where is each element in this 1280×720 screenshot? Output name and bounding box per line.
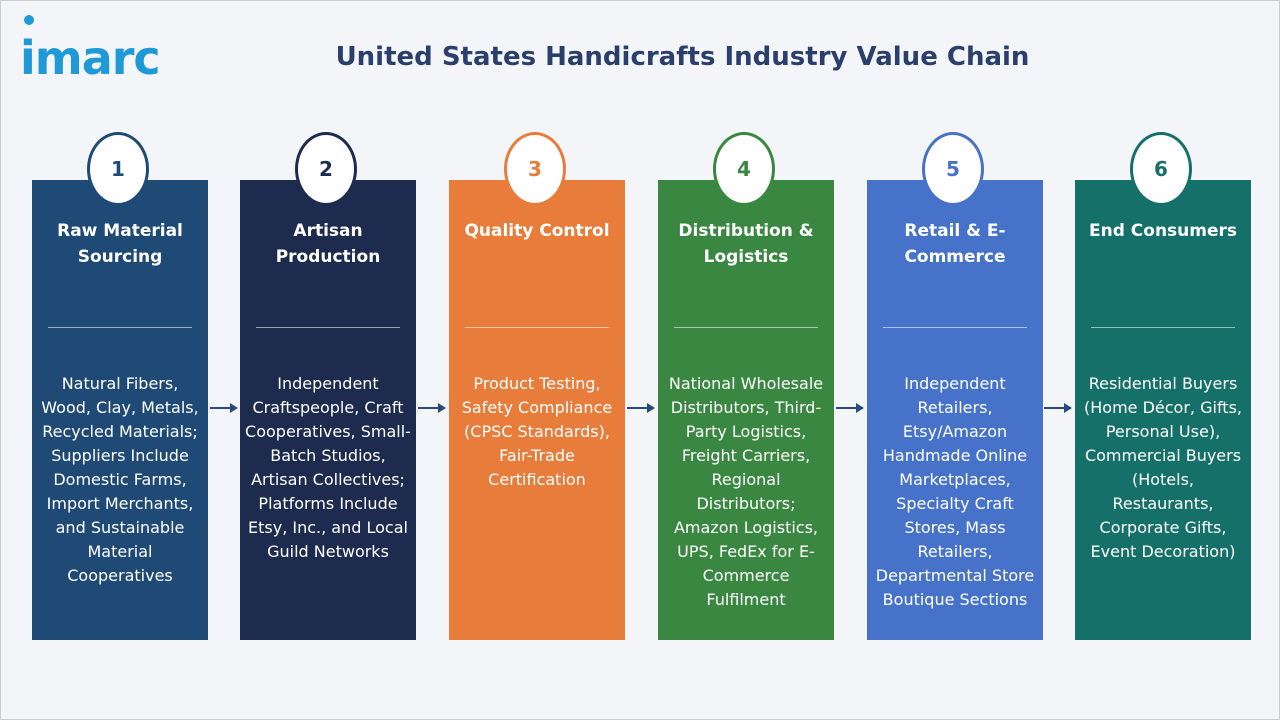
stage-divider [465,327,609,328]
arrow-right-icon [210,403,238,413]
stage-column-1: 1 Raw Material Sourcing Natural Fibers, … [32,132,208,640]
arrow-right-icon [418,403,446,413]
stage-title: Artisan Production [275,221,381,267]
stage-title: Retail & E-Commerce [904,221,1006,267]
stage-divider [48,327,192,328]
stage-divider [256,327,400,328]
stage-column-3: 3 Quality Control Product Testing, Safet… [449,132,625,640]
arrow-right-icon [836,403,864,413]
stage-column-2: 2 Artisan Production Independent Craftsp… [240,132,416,640]
stage-divider [674,327,818,328]
stage-title: Raw Material Sourcing [57,221,183,267]
stage-divider [883,327,1027,328]
stage-number-badge: 4 [713,132,775,206]
stage-title: Distribution & Logistics [678,221,814,267]
stage-description: National Wholesale Distributors, Third-P… [668,374,824,609]
stage-description: Independent Retailers, Etsy/Amazon Handm… [875,374,1035,609]
stage-number-badge: 5 [922,132,984,206]
stage-number-badge: 6 [1130,132,1192,206]
stage-divider [1091,327,1235,328]
stage-description: Product Testing, Safety Compliance (CPSC… [461,374,613,489]
arrow-right-icon [1044,403,1072,413]
stage-column-4: 4 Distribution & Logistics National Whol… [658,132,834,640]
stage-number-badge: 3 [504,132,566,206]
imarc-logo: imarc [20,31,161,85]
stage-title: Quality Control [464,221,610,241]
stage-description: Independent Craftspeople, Craft Cooperat… [245,374,411,561]
stage-title: End Consumers [1088,221,1238,241]
stage-description: Natural Fibers, Wood, Clay, Metals, Recy… [41,374,199,585]
stage-column-5: 5 Retail & E-Commerce Independent Retail… [867,132,1043,640]
page-title: United States Handicrafts Industry Value… [335,42,1030,72]
stage-number-badge: 1 [87,132,149,206]
stage-column-6: 6 End Consumers Residential Buyers (Home… [1075,132,1251,640]
stage-number-badge: 2 [295,132,357,206]
arrow-right-icon [627,403,655,413]
logo-dot-icon [24,15,34,25]
stage-description: Residential Buyers (Home Décor, Gifts, P… [1084,374,1242,561]
